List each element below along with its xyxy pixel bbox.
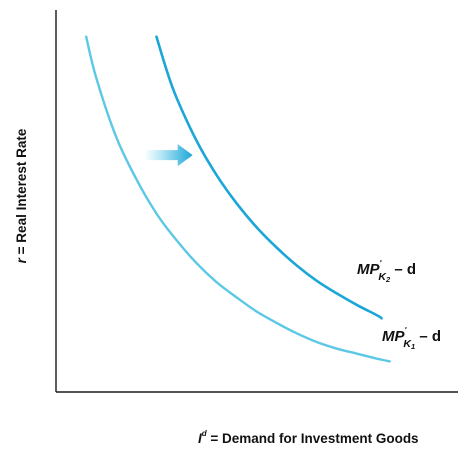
curve-label-k2: MP' K2 – d: [357, 259, 416, 284]
series-line-k2: [155, 35, 383, 320]
curve-label-k1: MP' K1 – d: [382, 326, 441, 351]
y-axis-label: r = Real Interest Rate: [14, 128, 29, 263]
x-axis-label: Id = Demand for Investment Goods: [198, 429, 419, 446]
series-line-k1: [85, 35, 391, 363]
shift-arrow-icon: [144, 144, 193, 167]
